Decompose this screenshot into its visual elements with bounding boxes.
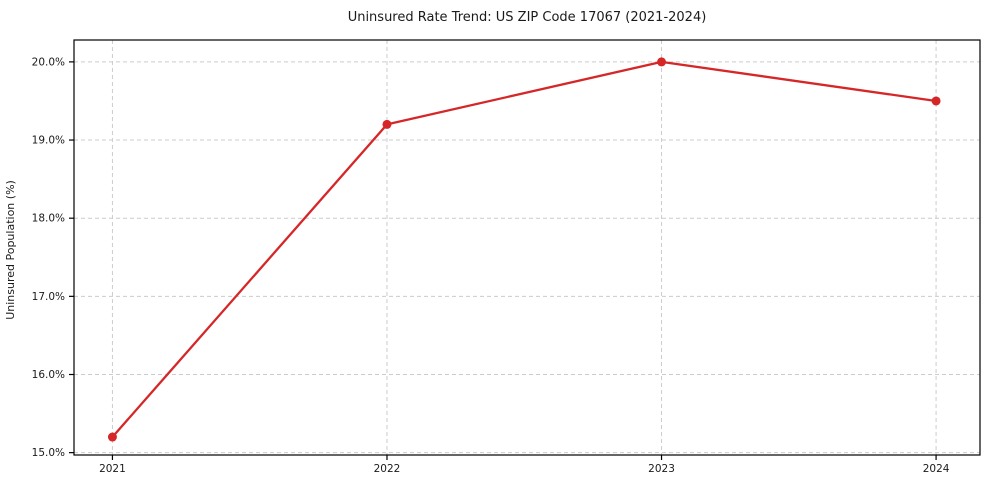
plot-border: [73, 39, 981, 456]
data-point: [931, 96, 941, 106]
axes: [69, 39, 981, 460]
y-tick-label: 17.0%: [32, 291, 65, 303]
gridlines: [74, 40, 980, 455]
x-tick-label: 2023: [648, 463, 675, 475]
y-tick-label: 19.0%: [32, 135, 65, 147]
x-tick-label: 2024: [923, 463, 950, 475]
x-tick-label: 2022: [374, 463, 401, 475]
y-tick-label: 15.0%: [32, 447, 65, 459]
data-point: [107, 432, 117, 442]
y-axis-label: Uninsured Population (%): [4, 180, 17, 320]
data-point: [382, 119, 392, 129]
tick-labels: 15.0% 16.0% 17.0% 18.0% 19.0% 20.0% 2021 2022 20…: [32, 56, 950, 475]
x-tick-label: 2021: [99, 463, 126, 475]
trend-line: [111, 60, 938, 439]
y-tick-label: 16.0%: [32, 369, 65, 381]
chart-title: Uninsured Rate Trend: US ZIP Code 17067 …: [348, 10, 707, 25]
y-tick-label: 20.0%: [32, 56, 65, 68]
y-tick-label: 18.0%: [32, 213, 65, 225]
data-series: [107, 57, 941, 442]
data-point: [657, 57, 667, 67]
